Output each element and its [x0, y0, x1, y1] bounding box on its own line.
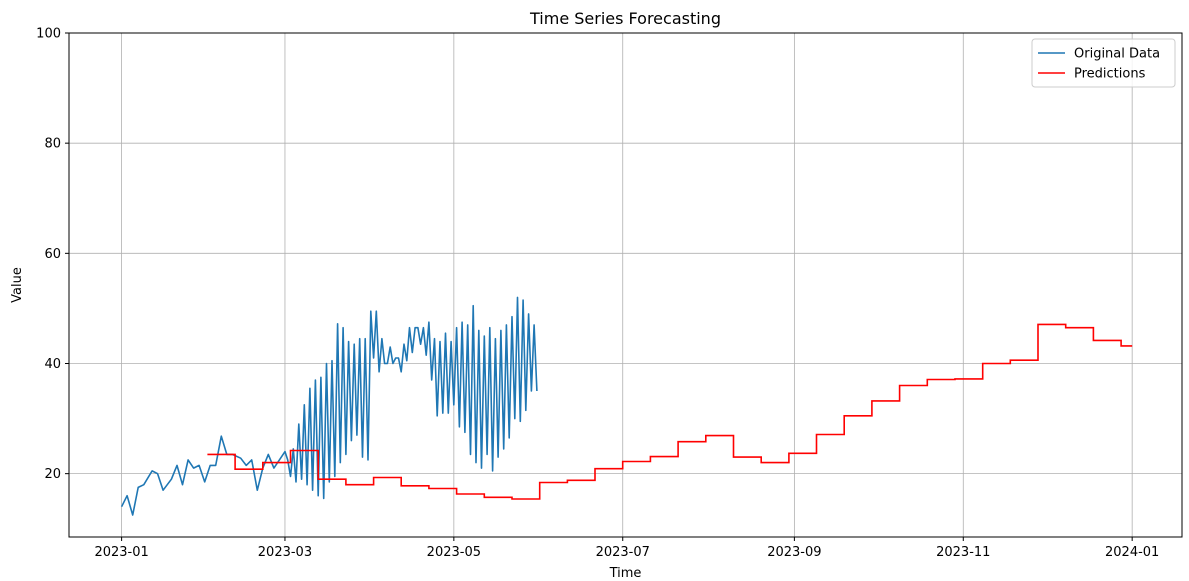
x-tick-label: 2023-05	[427, 545, 481, 560]
plot-frame	[68, 32, 1183, 538]
x-tick-label: 2023-03	[258, 545, 312, 560]
series-original-data-line	[120, 296, 538, 516]
x-axis-label: Time	[609, 566, 642, 581]
y-tick-label: 60	[44, 247, 61, 262]
x-tick-label: 2023-07	[596, 545, 650, 560]
x-tick-label: 2024-01	[1105, 545, 1159, 560]
legend-label: Original Data	[1074, 47, 1160, 62]
legend: Original Data Predictions	[1031, 38, 1176, 88]
x-axis: 2023-01 2023-03 2023-05 2023-07 2023-09 2023-…	[94, 537, 1159, 560]
legend-box	[1031, 38, 1176, 88]
y-axis: 20 40 60 80 100	[36, 27, 69, 482]
y-axis-label: Value	[10, 267, 25, 303]
x-tick-label: 2023-09	[767, 545, 821, 560]
y-tick-label: 20	[44, 467, 61, 482]
series-predictions-line	[207, 323, 1133, 500]
series-layer	[120, 296, 1133, 516]
x-tick-label: 2023-11	[936, 545, 990, 560]
y-tick-label: 40	[44, 357, 61, 372]
legend-label: Predictions	[1074, 67, 1146, 82]
y-tick-label: 80	[44, 137, 61, 152]
chart-title: Time Series Forecasting	[529, 9, 721, 28]
y-tick-label: 100	[36, 27, 61, 42]
x-tick-label: 2023-01	[94, 545, 148, 560]
